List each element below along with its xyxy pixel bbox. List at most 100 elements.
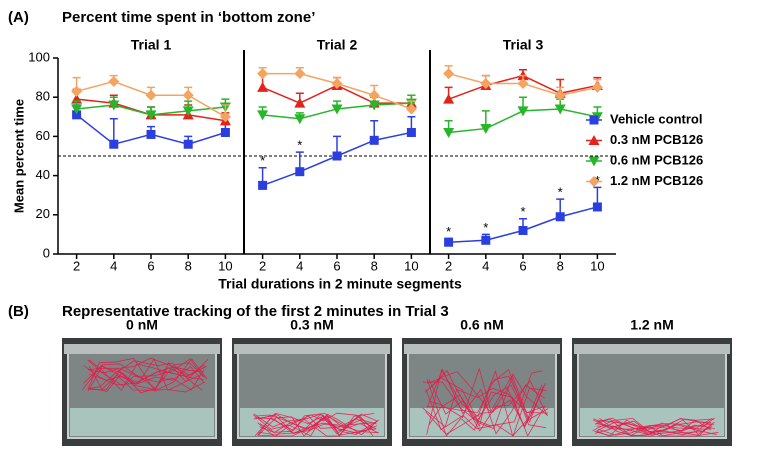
data-point [331, 104, 343, 115]
data-point [257, 110, 269, 121]
data-point [368, 100, 380, 111]
data-point [219, 111, 231, 123]
image-label: 0.6 nM [460, 317, 504, 333]
panel-label: (A) [8, 9, 29, 26]
significance-mark: * [520, 204, 525, 219]
data-point [294, 68, 306, 80]
data-point [145, 110, 157, 121]
data-point [591, 81, 603, 93]
data-point [443, 127, 455, 138]
data-point [182, 106, 194, 117]
image-label: 0 nM [126, 317, 158, 333]
legend-marker [588, 156, 600, 167]
data-point [108, 76, 120, 88]
data-point [517, 77, 529, 89]
track-line [422, 375, 549, 430]
track-line [254, 412, 378, 436]
x-tick-label: 10 [404, 258, 418, 273]
y-tick-label: 80 [36, 89, 50, 104]
x-tick-label: 4 [296, 258, 303, 273]
track-line [429, 367, 548, 419]
track-line [428, 384, 544, 426]
tank-rim [64, 344, 220, 354]
data-point [518, 225, 528, 235]
y-tick-label: 40 [36, 167, 50, 182]
x-tick-label: 8 [185, 258, 192, 273]
significance-mark: * [297, 138, 302, 153]
tank-rim [234, 344, 390, 354]
x-tick-label: 6 [333, 258, 340, 273]
panel-title: Representative tracking of the first 2 m… [62, 303, 449, 320]
track-line [429, 369, 548, 432]
data-point [369, 135, 379, 145]
data-point [480, 124, 492, 135]
x-tick-label: 6 [147, 258, 154, 273]
significance-mark: * [446, 224, 451, 239]
track-line [88, 364, 205, 390]
track-line [257, 412, 374, 436]
track-line [426, 368, 545, 435]
data-point [331, 77, 343, 89]
data-point [554, 89, 566, 101]
legend-label: 0.6 nM PCB126 [610, 152, 703, 167]
legend-marker [589, 115, 599, 125]
track-line [87, 357, 204, 392]
track-line [596, 418, 714, 437]
x-tick-label: 2 [73, 258, 80, 273]
x-tick-label: 8 [371, 258, 378, 273]
data-point [72, 110, 82, 120]
tank-water [70, 408, 214, 436]
track-line [87, 362, 206, 394]
data-point [294, 114, 306, 125]
track-line [257, 416, 376, 437]
data-point [145, 89, 157, 101]
x-tick-label: 4 [482, 258, 489, 273]
track-line [257, 414, 379, 437]
track-line [83, 358, 208, 391]
data-point [258, 180, 268, 190]
track-line [595, 418, 713, 434]
track-line [88, 366, 206, 393]
x-tick-label: 10 [590, 258, 604, 273]
data-point [444, 237, 454, 247]
data-point [71, 104, 83, 115]
y-tick-label: 60 [36, 128, 50, 143]
image-label: 1.2 nM [630, 317, 674, 333]
y-tick-label: 20 [36, 206, 50, 221]
data-point [109, 139, 119, 149]
data-point [71, 85, 83, 97]
x-tick-label: 10 [218, 258, 232, 273]
data-point [182, 89, 194, 101]
track-line [87, 358, 204, 392]
tank-rim [574, 344, 730, 354]
x-tick-label: 6 [519, 258, 526, 273]
significance-mark: * [260, 153, 265, 168]
x-tick-label: 2 [445, 258, 452, 273]
track-line [597, 418, 715, 437]
data-point [592, 202, 602, 212]
data-point [443, 68, 455, 80]
legend-label: Vehicle control [610, 111, 702, 126]
data-point [294, 97, 306, 108]
data-point [332, 151, 342, 161]
data-point [405, 103, 417, 115]
data-point [257, 68, 269, 80]
track-line [426, 378, 545, 437]
legend-label: 1.2 nM PCB126 [610, 173, 703, 188]
data-point [220, 127, 230, 137]
significance-mark: * [558, 185, 563, 200]
track-line [89, 357, 207, 391]
data-point [406, 127, 416, 137]
y-axis-label: Mean percent time [11, 99, 26, 213]
data-point [443, 93, 455, 104]
data-point [146, 129, 156, 139]
y-tick-label: 100 [28, 49, 50, 64]
panel-title: Percent time spent in ‘bottom zone’ [62, 9, 315, 26]
panel-label: (B) [8, 303, 29, 320]
panel-title: Trial 1 [131, 37, 172, 53]
y-tick-label: 0 [43, 245, 50, 260]
track-line [257, 413, 379, 437]
legend-marker [588, 135, 600, 145]
track-line [253, 415, 377, 434]
